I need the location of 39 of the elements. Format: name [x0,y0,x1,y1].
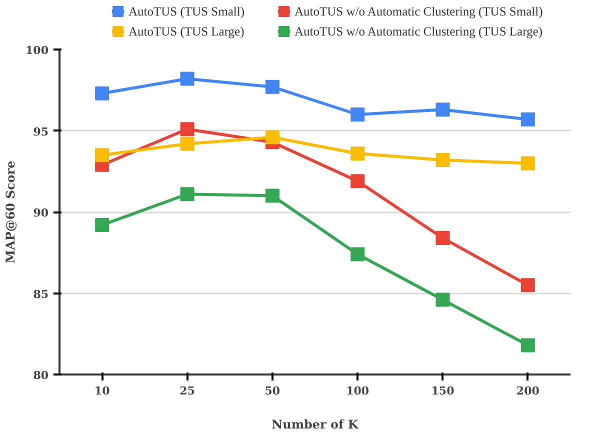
point [95,148,110,162]
point [436,102,450,117]
point [436,231,450,245]
x-tick-label: 150 [431,384,455,398]
point [265,188,280,203]
x-tick-label: 50 [264,384,280,398]
point [350,247,365,262]
legend-label: AutoTUS (TUS Large) [128,24,244,38]
y-tick-label: 90 [33,206,49,220]
legend-label: AutoTUS w/o Automatic Clustering (TUS Small) [294,4,543,18]
point [350,146,365,160]
point [180,72,194,86]
legend-label: AutoTUS (TUS Small) [128,4,244,18]
x-tick-label: 100 [346,384,370,398]
point [436,292,450,307]
point [265,80,280,94]
point [95,86,110,100]
y-axis-title: MAP@60 Score [4,160,18,264]
x-tick-label: 25 [180,384,195,398]
point [520,156,535,170]
point [180,136,194,151]
y-tick-label: 85 [33,288,49,301]
legend-label: AutoTUS w/o Automatic Clustering (TUS Large) [294,24,542,38]
point [436,153,450,167]
point [520,112,535,126]
point [180,122,194,136]
point [95,218,110,232]
x-axis-title: Number of K [272,418,359,432]
y-tick-label: 100 [26,44,49,57]
x-tick-label: 200 [516,384,540,398]
point [265,130,280,144]
point [350,174,365,188]
y-tick-label: 80 [33,369,49,382]
point [350,108,365,122]
point [180,187,194,202]
point [520,338,535,352]
x-tick-label: 10 [94,384,110,398]
y-tick-label: 95 [33,125,49,138]
point [520,278,535,292]
